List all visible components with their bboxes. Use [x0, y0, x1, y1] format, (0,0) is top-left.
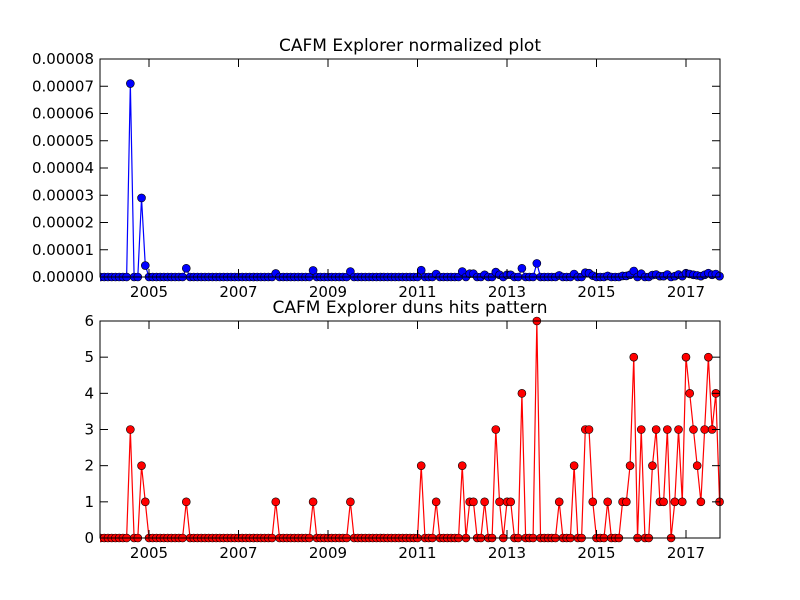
- y-tick-label: 0.00002: [32, 214, 94, 232]
- point: [181, 497, 191, 507]
- point: [517, 263, 527, 273]
- point: [506, 497, 516, 507]
- point: [416, 461, 426, 470]
- point: [495, 497, 504, 507]
- point: [681, 352, 691, 362]
- x-tick-label: 2007: [219, 283, 257, 301]
- point: [700, 425, 709, 434]
- point: [517, 389, 527, 398]
- y-tick-label: 1: [84, 493, 94, 511]
- y-tick-label: 0.00003: [32, 186, 94, 204]
- x-tick-label: 2009: [309, 283, 347, 301]
- y-tick-label: 0.00001: [32, 241, 94, 259]
- point: [480, 497, 489, 507]
- point: [137, 193, 146, 203]
- x-tick-label: 2005: [130, 283, 168, 301]
- point: [308, 497, 318, 507]
- y-tick-label: 6: [84, 312, 94, 330]
- point: [625, 461, 635, 470]
- x-tick-label: 2015: [577, 544, 615, 562]
- y-tick-label: 0.00004: [32, 159, 94, 177]
- chart-title: CAFM Explorer duns hits pattern: [272, 298, 547, 318]
- x-tick-label: 2013: [488, 544, 526, 562]
- point: [622, 497, 631, 507]
- y-tick-label: 5: [84, 348, 94, 366]
- point: [431, 497, 441, 507]
- x-tick-label: 2017: [667, 283, 705, 301]
- point: [663, 425, 672, 434]
- point: [457, 461, 467, 470]
- point: [469, 497, 478, 507]
- point: [677, 497, 687, 507]
- point: [137, 461, 146, 470]
- subplot: CAFM Explorer normalized plot 0.00000 0.00…: [32, 36, 724, 301]
- point: [491, 425, 501, 434]
- series-line: [100, 83, 720, 278]
- axes-frame: [99, 58, 721, 278]
- x-tick-label: 2013: [488, 283, 526, 301]
- point: [670, 497, 680, 507]
- point: [651, 425, 661, 434]
- x-tick-label: 2007: [219, 544, 257, 562]
- y-tick-label: 2: [84, 457, 94, 475]
- point: [674, 425, 683, 434]
- x-tick-label: 2017: [667, 544, 705, 562]
- point: [689, 425, 698, 434]
- point: [588, 497, 598, 507]
- x-tick-label: 2005: [130, 544, 168, 562]
- y-tick-label: 0.00008: [32, 50, 94, 68]
- point: [140, 497, 150, 507]
- point: [692, 461, 702, 470]
- point: [569, 461, 579, 470]
- point: [140, 261, 150, 270]
- point: [648, 461, 657, 470]
- point: [532, 259, 542, 268]
- point: [584, 425, 594, 434]
- subplot: CAFM Explorer duns hits pattern 0 1 2 3 4 5 6 20…: [84, 298, 724, 562]
- x-tick-label: 2011: [398, 544, 436, 562]
- x-tick-label: 2011: [398, 283, 436, 301]
- point: [629, 352, 639, 362]
- y-tick-label: 0.00006: [32, 105, 94, 123]
- point: [126, 79, 135, 88]
- x-tick-label: 2015: [577, 283, 615, 301]
- point: [346, 497, 355, 507]
- point: [554, 497, 564, 507]
- y-tick-label: 0.00000: [32, 268, 94, 286]
- y-tick-label: 4: [84, 384, 94, 402]
- chart-title: CAFM Explorer normalized plot: [279, 36, 541, 56]
- y-tick-label: 0: [84, 529, 94, 547]
- point: [636, 425, 646, 434]
- point: [659, 497, 668, 507]
- point: [603, 497, 612, 507]
- point: [704, 352, 713, 362]
- y-tick-label: 0.00007: [32, 77, 94, 95]
- point: [308, 266, 318, 275]
- point: [696, 497, 706, 507]
- y-tick-label: 0.00005: [32, 132, 94, 150]
- point: [271, 497, 281, 507]
- x-tick-label: 2009: [309, 544, 347, 562]
- point: [685, 389, 695, 398]
- y-tick-label: 3: [84, 421, 94, 439]
- point: [181, 263, 191, 273]
- point: [126, 425, 135, 434]
